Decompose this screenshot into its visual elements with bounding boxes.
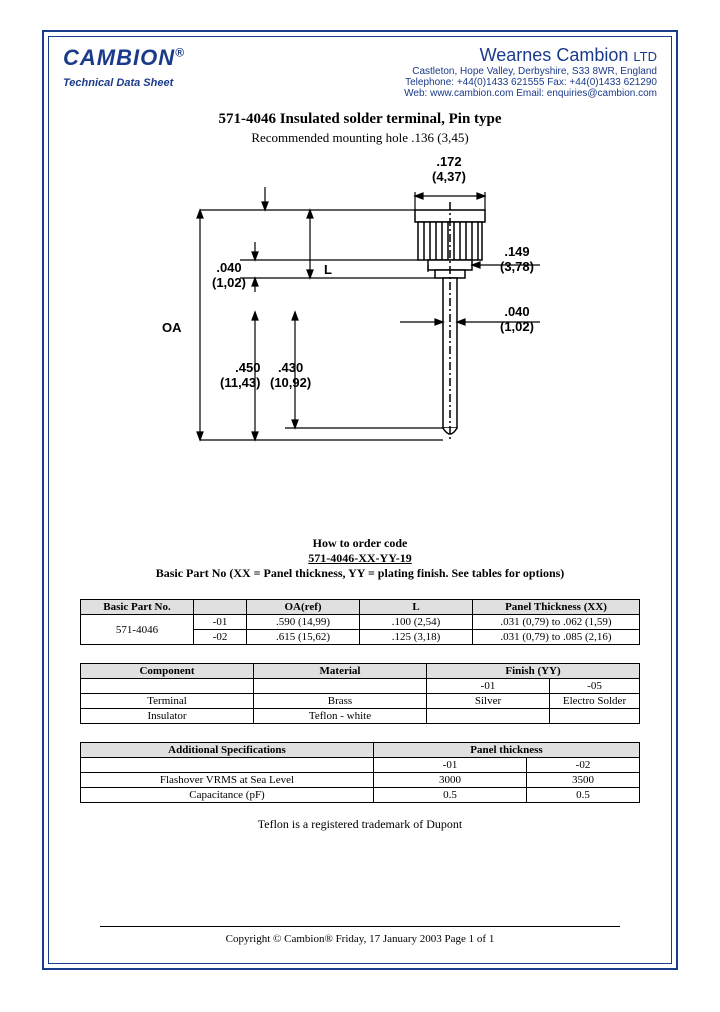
td: -01 bbox=[427, 679, 550, 694]
th-blank bbox=[194, 600, 247, 615]
order-description: Basic Part No (XX = Panel thickness, YY … bbox=[69, 566, 651, 581]
td: .590 (14,99) bbox=[247, 615, 360, 630]
th-basic-part: Basic Part No. bbox=[81, 600, 194, 615]
dim-430: .430(10,92) bbox=[270, 360, 311, 390]
th-component: Component bbox=[81, 664, 254, 679]
td: Brass bbox=[254, 694, 427, 709]
company-wearnes: Wearnes bbox=[480, 45, 552, 65]
table-row: Basic Part No. OA(ref) L Panel Thickness… bbox=[81, 600, 640, 615]
td: -01 bbox=[194, 615, 247, 630]
company-address: Castleton, Hope Valley, Derbyshire, S33 … bbox=[404, 66, 657, 77]
td: .615 (15,62) bbox=[247, 630, 360, 645]
td: Capacitance (pF) bbox=[81, 788, 374, 803]
td: Terminal bbox=[81, 694, 254, 709]
material-finish-table: Component Material Finish (YY) -01 -05 T… bbox=[80, 663, 640, 724]
td: Silver bbox=[427, 694, 550, 709]
table-row: Capacitance (pF) 0.5 0.5 bbox=[81, 788, 640, 803]
td: 3500 bbox=[527, 773, 640, 788]
part-number-table: Basic Part No. OA(ref) L Panel Thickness… bbox=[80, 599, 640, 645]
td: 0.5 bbox=[527, 788, 640, 803]
th-panel: Panel thickness bbox=[374, 743, 640, 758]
page-title: 571-4046 Insulated solder terminal, Pin … bbox=[69, 111, 651, 128]
page-subtitle: Recommended mounting hole .136 (3,45) bbox=[69, 130, 651, 146]
company-cambion: Cambion bbox=[556, 45, 628, 65]
th-oa: OA(ref) bbox=[247, 600, 360, 615]
logo-reg-icon: ® bbox=[175, 46, 185, 60]
td: Flashover VRMS at Sea Level bbox=[81, 773, 374, 788]
table-row: Insulator Teflon - white bbox=[81, 709, 640, 724]
company-web: Web: www.cambion.com Email: enquiries@ca… bbox=[404, 88, 657, 99]
td: .031 (0,79) to .085 (2,16) bbox=[473, 630, 640, 645]
header: CAMBION® Technical Data Sheet Wearnes Ca… bbox=[49, 37, 671, 99]
table-row: Component Material Finish (YY) bbox=[81, 664, 640, 679]
logo-area: CAMBION® Technical Data Sheet bbox=[63, 45, 185, 99]
td bbox=[550, 709, 640, 724]
logo-brand: CAMBION bbox=[63, 45, 175, 70]
table-row: Flashover VRMS at Sea Level 3000 3500 bbox=[81, 773, 640, 788]
order-code: 571-4046-XX-YY-19 bbox=[69, 551, 651, 566]
technical-diagram: .172(4,37) .149(3,78) .040(1,02) .040(1,… bbox=[140, 182, 580, 512]
td bbox=[81, 758, 374, 773]
th-l: L bbox=[360, 600, 473, 615]
td: -01 bbox=[374, 758, 527, 773]
td-part-no: 571-4046 bbox=[81, 615, 194, 645]
td bbox=[427, 709, 550, 724]
footer-divider bbox=[100, 926, 620, 927]
table-row: 571-4046 -01 .590 (14,99) .100 (2,54) .0… bbox=[81, 615, 640, 630]
td bbox=[254, 679, 427, 694]
td: .031 (0,79) to .062 (1,59) bbox=[473, 615, 640, 630]
page-inner-frame: CAMBION® Technical Data Sheet Wearnes Ca… bbox=[48, 36, 672, 964]
order-title: How to order code bbox=[69, 536, 651, 551]
dim-gap: .040(1,02) bbox=[212, 260, 246, 290]
td: .100 (2,54) bbox=[360, 615, 473, 630]
td: 3000 bbox=[374, 773, 527, 788]
tagline: Technical Data Sheet bbox=[63, 77, 185, 89]
order-section: How to order code 571-4046-XX-YY-19 Basi… bbox=[69, 536, 651, 581]
td: -02 bbox=[194, 630, 247, 645]
content-area: 571-4046 Insulated solder terminal, Pin … bbox=[49, 99, 671, 832]
page-outer-frame: CAMBION® Technical Data Sheet Wearnes Ca… bbox=[42, 30, 678, 970]
table-row: Additional Specifications Panel thicknes… bbox=[81, 743, 640, 758]
company-info: Wearnes Cambion LTD Castleton, Hope Vall… bbox=[404, 45, 657, 99]
footer: Copyright © Cambion® Friday, 17 January … bbox=[49, 926, 671, 945]
footer-copyright: Copyright © Cambion® Friday, 17 January … bbox=[226, 933, 495, 945]
logo-text: CAMBION® bbox=[63, 45, 185, 71]
th-specs: Additional Specifications bbox=[81, 743, 374, 758]
td: 0.5 bbox=[374, 788, 527, 803]
td: Electro Solder bbox=[550, 694, 640, 709]
td: Insulator bbox=[81, 709, 254, 724]
td bbox=[81, 679, 254, 694]
table-row: -01 -02 bbox=[81, 758, 640, 773]
label-L: L bbox=[324, 262, 332, 277]
company-phone: Telephone: +44(0)1433 621555 Fax: +44(0)… bbox=[404, 77, 657, 88]
th-material: Material bbox=[254, 664, 427, 679]
td: Teflon - white bbox=[254, 709, 427, 724]
specifications-table: Additional Specifications Panel thicknes… bbox=[80, 742, 640, 803]
label-OA: OA bbox=[162, 320, 182, 335]
dim-450: .450(11,43) bbox=[220, 360, 260, 390]
diagram-svg bbox=[140, 182, 580, 512]
company-name: Wearnes Cambion LTD bbox=[404, 45, 657, 66]
trademark-note: Teflon is a registered trademark of Dupo… bbox=[69, 817, 651, 832]
dim-collar: .149(3,78) bbox=[500, 244, 534, 274]
th-panel-thickness: Panel Thickness (XX) bbox=[473, 600, 640, 615]
td: -02 bbox=[527, 758, 640, 773]
dim-pin: .040(1,02) bbox=[500, 304, 534, 334]
td: .125 (3,18) bbox=[360, 630, 473, 645]
table-row: -01 -05 bbox=[81, 679, 640, 694]
dim-top-width: .172(4,37) bbox=[432, 154, 466, 184]
th-finish: Finish (YY) bbox=[427, 664, 640, 679]
company-ltd: LTD bbox=[633, 49, 657, 64]
table-row: Terminal Brass Silver Electro Solder bbox=[81, 694, 640, 709]
td: -05 bbox=[550, 679, 640, 694]
